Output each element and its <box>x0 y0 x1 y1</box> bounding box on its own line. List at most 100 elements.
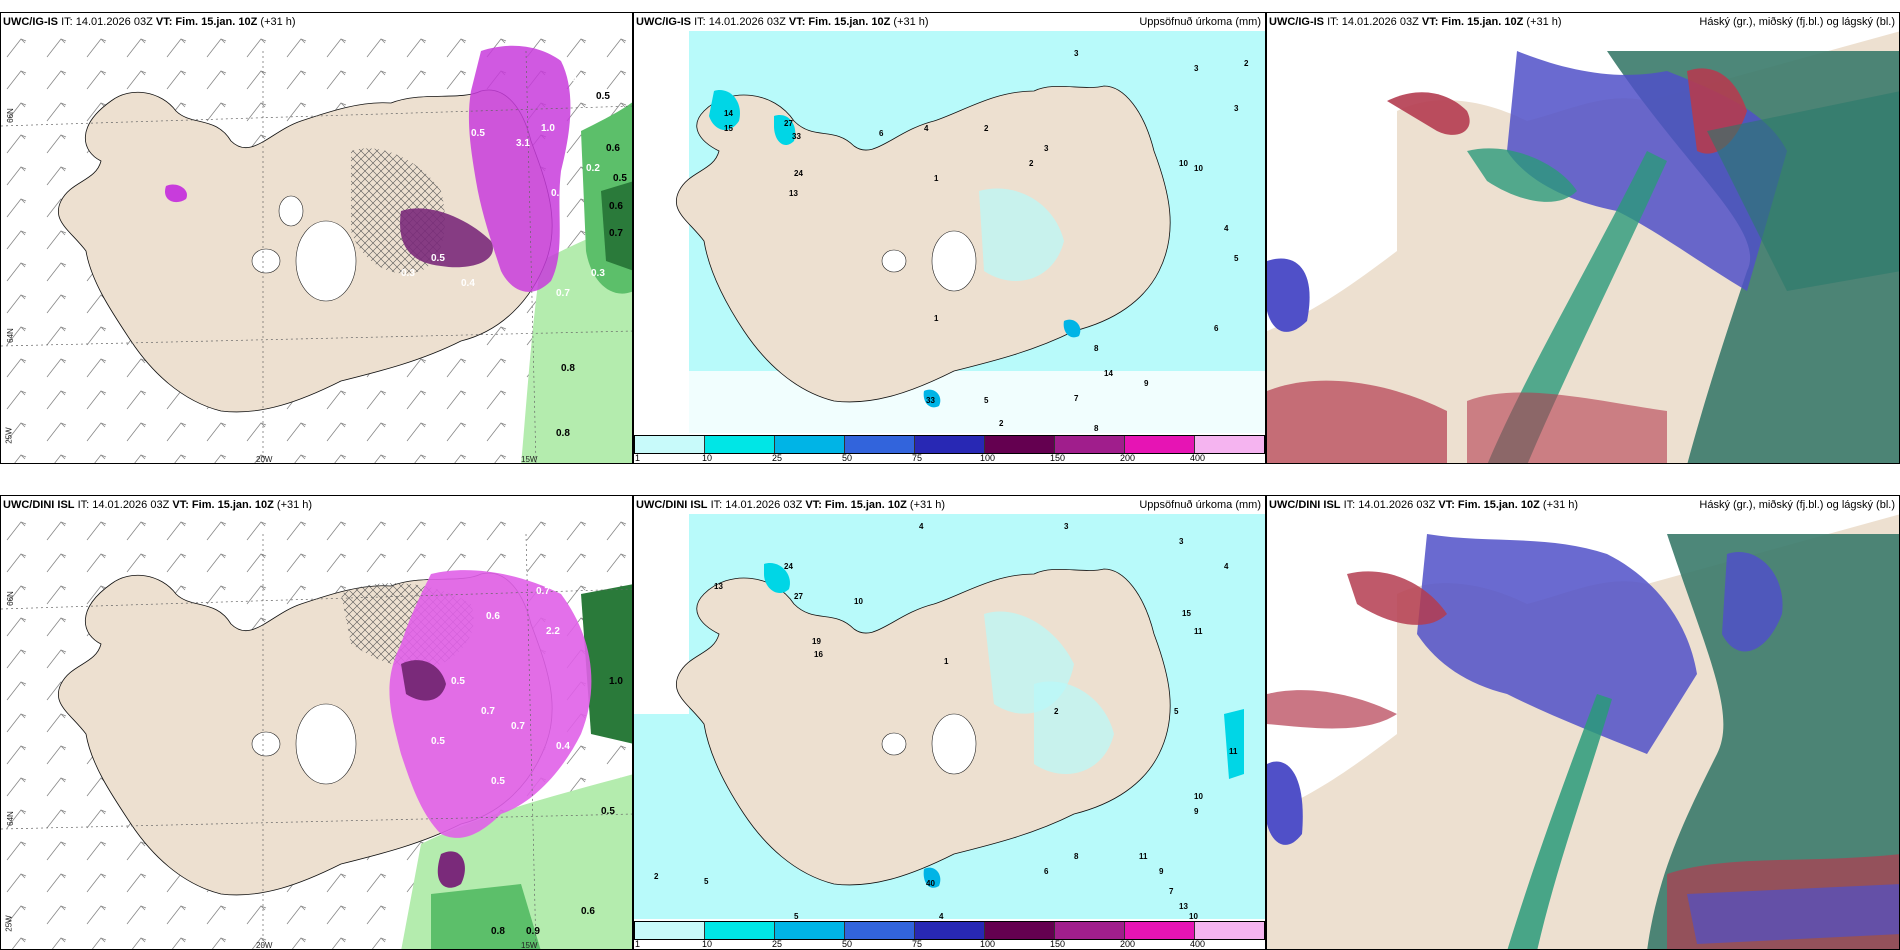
colorbar-tick: 75 <box>912 453 923 463</box>
svg-text:0.3: 0.3 <box>591 268 605 279</box>
svg-text:11: 11 <box>1194 627 1203 636</box>
cloud-cover-map-svg <box>1267 31 1899 463</box>
colorbar-tick: 25 <box>772 939 783 949</box>
panel-title: Uppsöfnuð úrkoma (mm) <box>1139 16 1261 28</box>
colorbar-tick: 150 <box>1050 939 1066 949</box>
lon-label-15: 15W <box>521 455 538 464</box>
svg-text:0.7: 0.7 <box>481 706 495 717</box>
svg-text:1: 1 <box>944 657 949 666</box>
svg-text:5: 5 <box>984 396 989 405</box>
svg-text:5: 5 <box>794 912 799 921</box>
colorbar-swatch <box>845 436 915 453</box>
valid-time: VT: Fim. 15.jan. 10Z <box>172 499 274 511</box>
svg-text:0.6: 0.6 <box>546 786 560 797</box>
colorbar-swatch <box>985 436 1055 453</box>
svg-text:0.5: 0.5 <box>596 91 610 102</box>
svg-text:7: 7 <box>1074 394 1079 403</box>
lat-label-64: 64N <box>5 328 15 343</box>
colorbar-tick: 10 <box>702 453 713 463</box>
svg-text:13: 13 <box>789 189 798 198</box>
lead-time: (+31 h) <box>276 499 313 511</box>
svg-text:0.5: 0.5 <box>431 253 445 264</box>
colorbar-swatch <box>985 922 1055 939</box>
svg-text:0.8: 0.8 <box>491 926 505 937</box>
svg-text:0.5: 0.5 <box>491 776 505 787</box>
colorbar-tick: 50 <box>842 939 853 949</box>
colorbar-tick: 1 <box>635 939 641 949</box>
svg-text:13: 13 <box>714 582 723 591</box>
valid-time: VT: Fim. 15.jan. 10Z <box>788 16 891 28</box>
svg-text:2: 2 <box>984 124 989 133</box>
panel-title: Uppsöfnuð úrkoma (mm) <box>1139 499 1261 511</box>
lead-time: (+31 h) <box>893 16 929 28</box>
issue-time: IT: 14.01.2026 03Z <box>1343 499 1436 511</box>
svg-text:0.6: 0.6 <box>581 906 595 917</box>
svg-text:3: 3 <box>1044 144 1049 153</box>
snow-wind-map-svg: 0.4 0.5 0.5 0.6 0.5 3.1 1.0 0.2 0.5 0.6 … <box>1 31 632 463</box>
map-panel-top-middle: UWC/IG-IS IT: 14.01.2026 03Z VT: Fim. 15… <box>633 12 1266 464</box>
panel-header: UWC/DINI ISL IT: 14.01.2026 03Z VT: Fim.… <box>1 496 632 514</box>
svg-text:2.2: 2.2 <box>546 626 560 637</box>
colorbar-swatch <box>915 436 985 453</box>
snow-wind-map-svg: 0.7 0.6 2.2 1.0 0.5 0.7 0.7 0.5 0.4 0.6 … <box>1 514 632 949</box>
svg-text:0.7: 0.7 <box>511 721 525 732</box>
svg-text:0.3: 0.3 <box>401 268 415 279</box>
svg-text:2: 2 <box>1029 159 1034 168</box>
svg-text:3.1: 3.1 <box>516 138 530 149</box>
lon-label-15: 15W <box>521 941 538 950</box>
lon-label-20: 20W <box>256 941 273 950</box>
svg-text:1.0: 1.0 <box>609 676 623 687</box>
svg-text:5: 5 <box>1234 254 1239 263</box>
colorbar-swatch <box>1195 436 1264 453</box>
svg-text:14: 14 <box>724 109 733 118</box>
map-panel-top-right: UWC/IG-IS IT: 14.01.2026 03Z VT: Fim. 15… <box>1266 12 1900 464</box>
svg-text:3: 3 <box>1234 104 1239 113</box>
svg-text:11: 11 <box>1229 747 1238 756</box>
map-panel-bottom-left: UWC/DINI ISL IT: 14.01.2026 03Z VT: Fim.… <box>0 495 633 950</box>
svg-text:4: 4 <box>1224 562 1229 571</box>
lat-label-66: 66N <box>5 591 15 606</box>
svg-text:27: 27 <box>794 592 803 601</box>
svg-text:6: 6 <box>1044 867 1049 876</box>
colorbar-swatch <box>1125 436 1195 453</box>
colorbar-swatch <box>845 922 915 939</box>
colorbar-tick: 200 <box>1120 939 1136 949</box>
cloud-cover-map <box>1267 31 1899 463</box>
svg-text:0.4: 0.4 <box>461 278 475 289</box>
panel-title: Háský (gr.), miðský (fj.bl.) og lágský (… <box>1699 499 1895 511</box>
colorbar-swatch <box>635 436 705 453</box>
panel-header: UWC/DINI ISL IT: 14.01.2026 03Z VT: Fim.… <box>1267 496 1899 514</box>
svg-text:6: 6 <box>879 129 884 138</box>
valid-time: VT: Fim. 15.jan. 10Z <box>155 16 258 28</box>
svg-text:10: 10 <box>1179 159 1188 168</box>
svg-text:1: 1 <box>934 314 939 323</box>
svg-text:24: 24 <box>794 169 803 178</box>
svg-text:0.5: 0.5 <box>471 128 485 139</box>
issue-time: IT: 14.01.2026 03Z <box>710 499 803 511</box>
colorbar-tick: 75 <box>912 939 923 949</box>
svg-text:9: 9 <box>1159 867 1164 876</box>
svg-text:0.5: 0.5 <box>451 676 465 687</box>
svg-text:4: 4 <box>939 912 944 921</box>
lon-label-20: 20W <box>256 455 273 464</box>
colorbar-tick: 400 <box>1190 453 1206 463</box>
svg-text:0.6: 0.6 <box>486 611 500 622</box>
model-name: UWC/IG-IS <box>636 16 691 28</box>
snow-wind-map: 0.7 0.6 2.2 1.0 0.5 0.7 0.7 0.5 0.4 0.6 … <box>1 514 632 949</box>
model-name: UWC/DINI ISL <box>1269 499 1341 511</box>
colorbar-swatch <box>775 922 845 939</box>
colorbar-tick: 150 <box>1050 453 1066 463</box>
svg-text:6: 6 <box>1214 324 1219 333</box>
svg-text:0.7: 0.7 <box>556 288 570 299</box>
precip-colorbar: 1 10 25 50 75 100 150 200 400 <box>634 433 1265 463</box>
svg-text:1.0: 1.0 <box>541 123 555 134</box>
svg-text:0.2: 0.2 <box>586 163 600 174</box>
lead-time: (+31 h) <box>260 16 296 28</box>
svg-text:2: 2 <box>1054 707 1059 716</box>
colorbar-swatches <box>634 435 1265 454</box>
valid-time: VT: Fim. 15.jan. 10Z <box>1438 499 1540 511</box>
valid-time: VT: Fim. 15.jan. 10Z <box>805 499 907 511</box>
svg-text:0.4: 0.4 <box>571 73 585 84</box>
cloud-cover-map-svg <box>1267 514 1899 949</box>
colorbar-swatch <box>705 922 775 939</box>
